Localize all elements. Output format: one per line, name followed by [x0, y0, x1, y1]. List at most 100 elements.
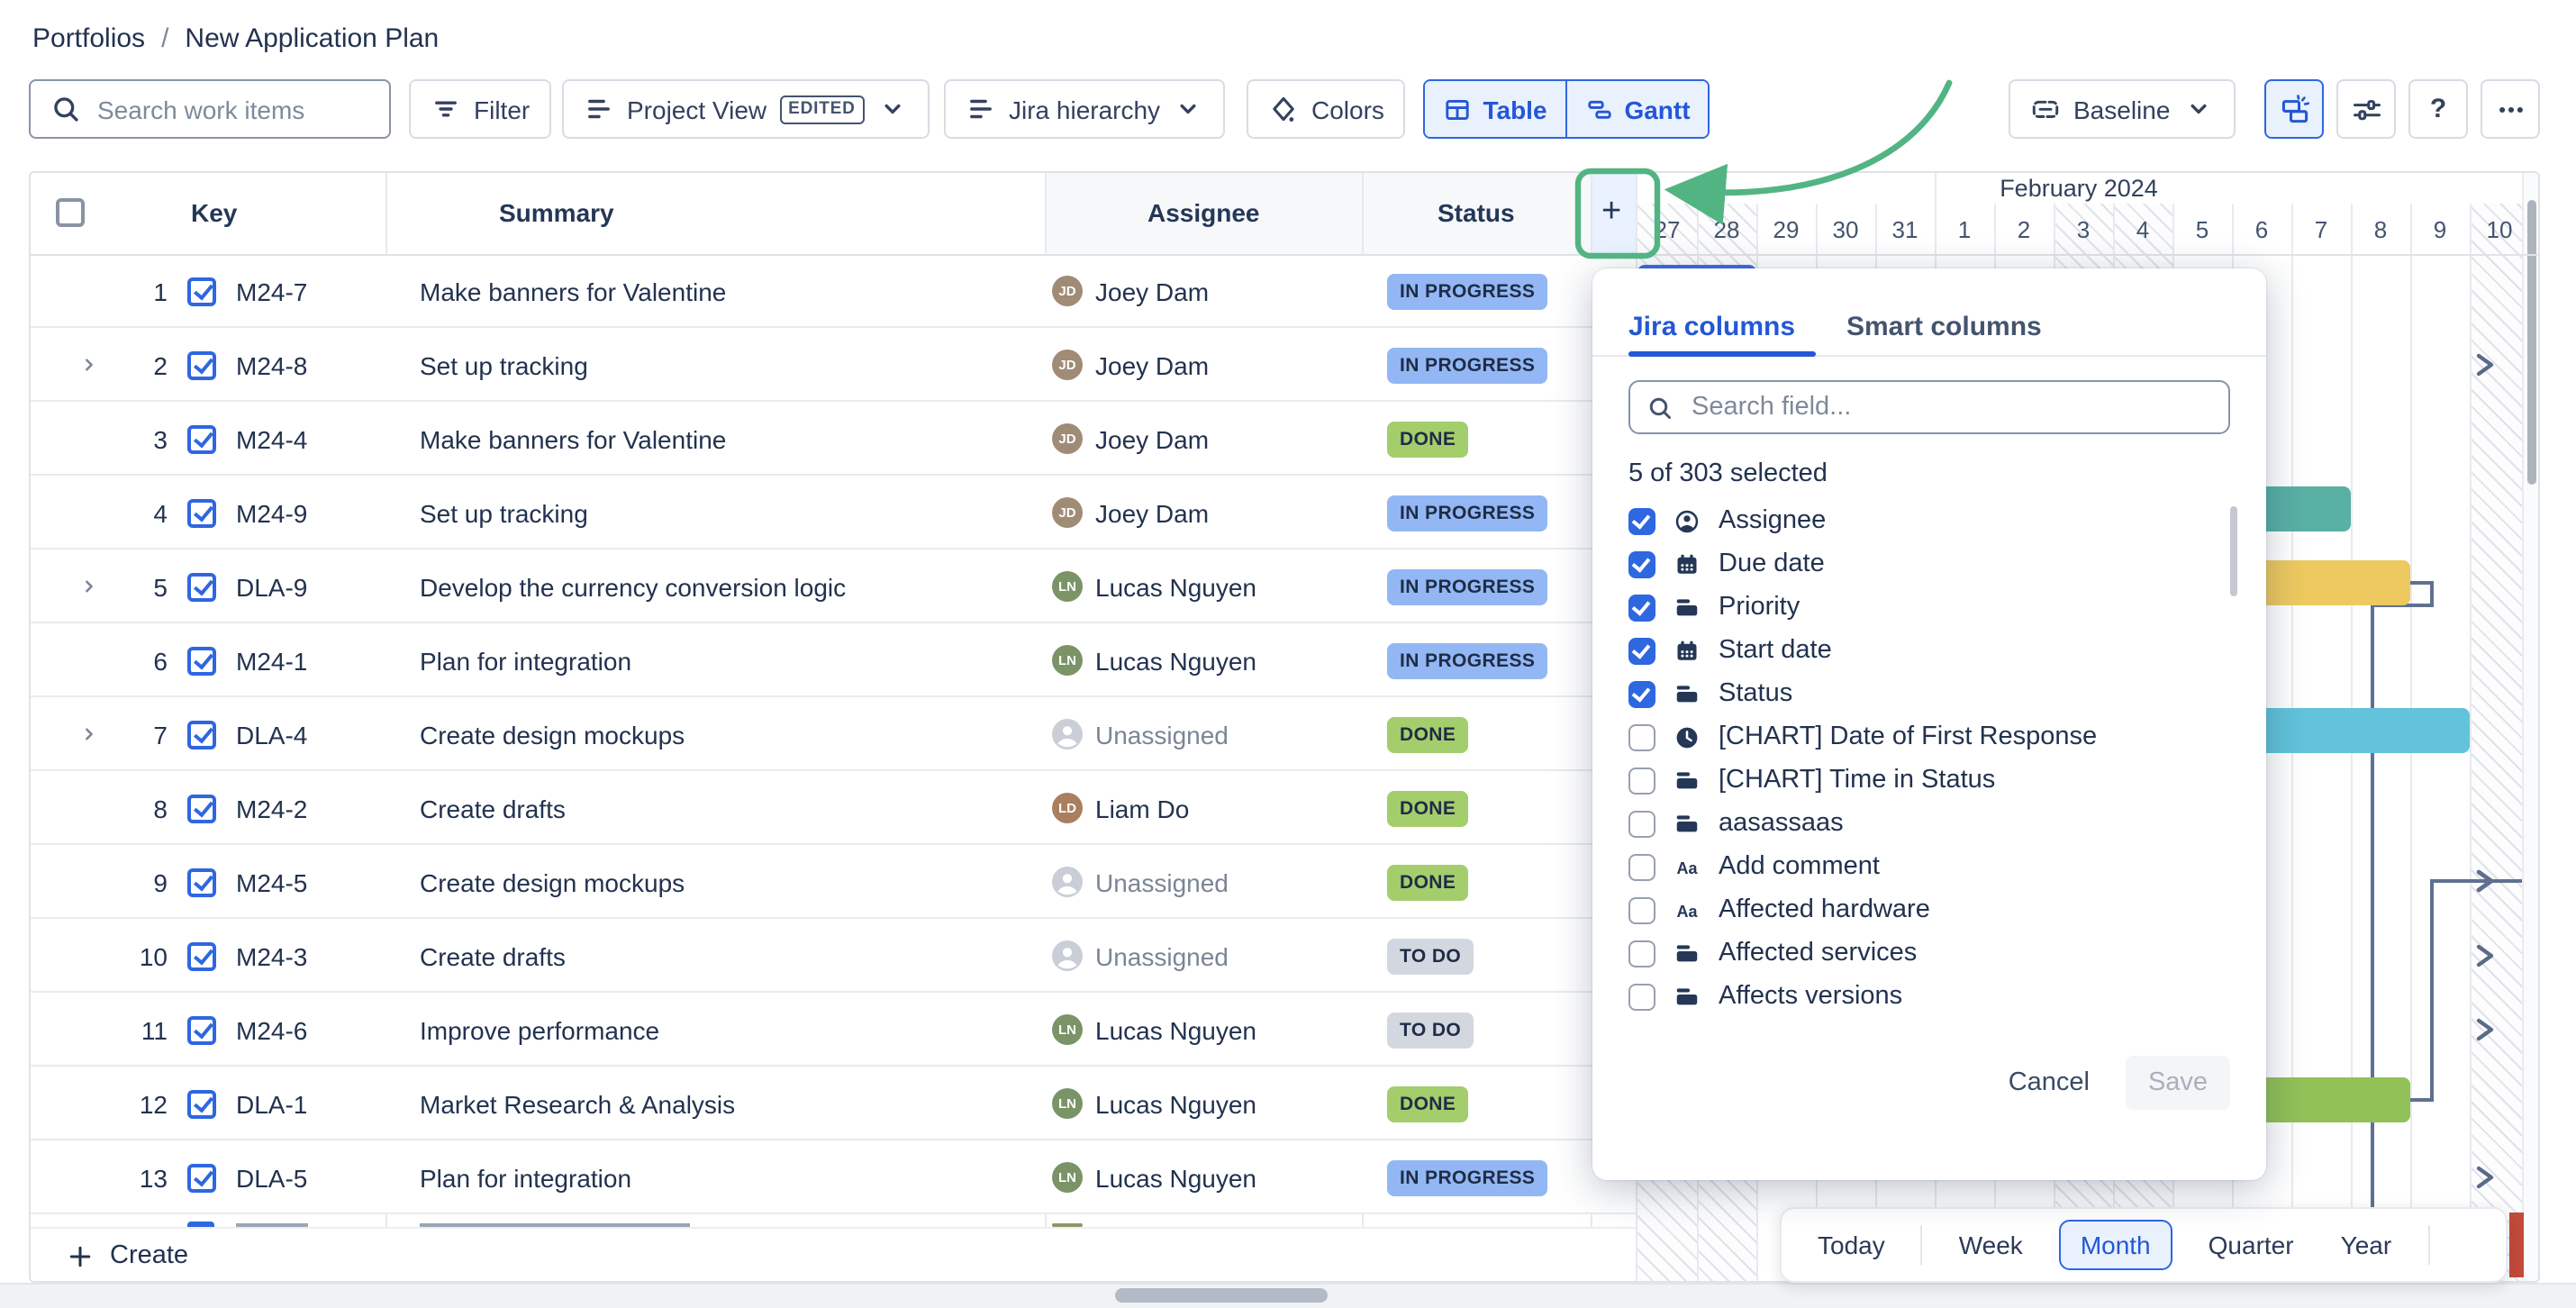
issue-key[interactable]: M24-7	[236, 277, 308, 306]
vertical-scrollbar-thumb[interactable]	[2526, 200, 2535, 485]
table-row[interactable]: 10 M24-3 Create drafts Unassigned TO DO	[31, 919, 1636, 993]
field-option[interactable]: Aa Affected hardware	[1628, 888, 2223, 931]
row-checkbox[interactable]	[187, 277, 216, 305]
zoom-today-button[interactable]: Today	[1818, 1231, 1885, 1259]
field-option[interactable]: Affects versions	[1628, 975, 2223, 1018]
table-row[interactable]: 9 M24-5 Create design mockups Unassigned DON…	[31, 845, 1636, 919]
horizontal-scrollbar-thumb[interactable]	[1115, 1288, 1328, 1303]
status-badge[interactable]: IN PROGRESS	[1387, 1160, 1548, 1196]
table-view-button[interactable]: Table	[1425, 81, 1565, 137]
field-option[interactable]: Affected services	[1628, 931, 2223, 975]
field-option[interactable]: Due date	[1628, 542, 2223, 586]
add-column-button[interactable]: +	[1601, 193, 1622, 231]
table-row[interactable]: 12 DLA-1 Market Research & Analysis LN Lucas…	[31, 1067, 1636, 1140]
dependencies-toggle-button[interactable]	[2264, 79, 2324, 139]
filter-button[interactable]: Filter	[409, 79, 552, 139]
row-checkbox[interactable]	[187, 720, 216, 749]
field-option[interactable]: Assignee	[1628, 499, 2223, 542]
zoom-quarter-button[interactable]: Quarter	[2208, 1231, 2294, 1259]
field-checkbox[interactable]	[1628, 767, 1655, 794]
table-row[interactable]: 13 DLA-5 Plan for integration LN Lucas Nguye…	[31, 1140, 1636, 1214]
row-checkbox[interactable]	[187, 498, 216, 527]
status-badge[interactable]: IN PROGRESS	[1387, 643, 1548, 679]
issue-summary[interactable]: Make banners for Valentine	[420, 425, 727, 454]
field-option[interactable]: Priority	[1628, 586, 2223, 629]
issue-key[interactable]: M24-2	[236, 795, 308, 823]
table-row[interactable]: 2 M24-8 Set up tracking JD Joey Dam IN PROGRE…	[31, 328, 1636, 402]
field-checkbox[interactable]	[1628, 810, 1655, 837]
issue-summary[interactable]: Plan for integration	[420, 1164, 632, 1193]
field-checkbox[interactable]	[1628, 637, 1655, 664]
row-checkbox[interactable]	[187, 941, 216, 970]
field-option[interactable]: Status	[1628, 672, 2223, 715]
issue-key[interactable]: M24-4	[236, 425, 308, 454]
zoom-year-button[interactable]: Year	[2340, 1231, 2392, 1259]
project-view-button[interactable]: Project View EDITED	[562, 79, 930, 139]
status-badge[interactable]: IN PROGRESS	[1387, 274, 1548, 310]
issue-key[interactable]: M24-1	[236, 647, 308, 676]
gantt-bar-offscreen-red[interactable]	[2509, 1213, 2524, 1277]
issue-summary[interactable]: Improve performance	[420, 1016, 660, 1045]
table-row[interactable]: 8 M24-2 Create drafts LD Liam Do DONE	[31, 771, 1636, 845]
field-list-scrollbar-thumb[interactable]	[2230, 506, 2237, 596]
issue-summary[interactable]: Create design mockups	[420, 721, 685, 749]
expand-chevron-icon[interactable]	[77, 722, 101, 755]
status-badge[interactable]: IN PROGRESS	[1387, 495, 1548, 531]
tab-smart-columns[interactable]: Smart columns	[1846, 312, 2042, 342]
create-row[interactable]: Create	[31, 1227, 1636, 1281]
issue-summary[interactable]: Set up tracking	[420, 351, 588, 380]
status-header-cell[interactable]	[1362, 173, 1591, 254]
row-checkbox[interactable]	[187, 1015, 216, 1044]
issue-key[interactable]: M24-8	[236, 351, 308, 380]
field-search-input[interactable]	[1688, 391, 2212, 423]
issue-summary[interactable]: Develop the currency conversion logic	[420, 573, 847, 602]
field-option[interactable]: Aa Add comment	[1628, 845, 2223, 888]
save-button[interactable]: Save	[2126, 1056, 2230, 1110]
row-checkbox[interactable]	[187, 572, 216, 601]
row-checkbox[interactable]	[187, 350, 216, 379]
search-input[interactable]	[94, 93, 371, 125]
field-checkbox[interactable]	[1628, 550, 1655, 577]
settings-button[interactable]	[2336, 79, 2396, 139]
table-row[interactable]: 11 M24-6 Improve performance LN Lucas Nguyen…	[31, 993, 1636, 1067]
cancel-button[interactable]: Cancel	[2008, 1068, 2090, 1097]
more-button[interactable]	[2481, 79, 2540, 139]
table-row[interactable]: 4 M24-9 Set up tracking JD Joey Dam IN PROGRE…	[31, 476, 1636, 550]
issue-summary[interactable]: Create drafts	[420, 795, 566, 823]
expand-chevron-icon[interactable]	[77, 575, 101, 607]
status-badge[interactable]: DONE	[1387, 422, 1469, 458]
status-badge[interactable]: TO DO	[1387, 939, 1474, 975]
gantt-view-button[interactable]: Gantt	[1565, 81, 1708, 137]
tab-jira-columns[interactable]: Jira columns	[1628, 312, 1796, 342]
status-badge[interactable]: DONE	[1387, 1086, 1469, 1122]
issue-key[interactable]: M24-3	[236, 942, 308, 971]
help-button[interactable]: ?	[2408, 79, 2468, 139]
field-option[interactable]: [CHART] Date of First Response	[1628, 715, 2223, 758]
issue-key[interactable]: DLA-4	[236, 721, 308, 749]
issue-summary[interactable]: Make banners for Valentine	[420, 277, 727, 306]
issue-summary[interactable]: Plan for integration	[420, 647, 632, 676]
field-checkbox[interactable]	[1628, 680, 1655, 707]
jira-hierarchy-button[interactable]: Jira hierarchy	[944, 79, 1226, 139]
colors-button[interactable]: Colors	[1247, 79, 1406, 139]
table-row[interactable]: 7 DLA-4 Create design mockups Unassigned DON…	[31, 697, 1636, 771]
zoom-week-button[interactable]: Week	[1958, 1231, 2023, 1259]
status-header[interactable]: Status	[1438, 198, 1515, 227]
table-row[interactable]: 1 M24-7 Make banners for Valentine JD Joey D…	[31, 254, 1636, 328]
row-checkbox[interactable]	[187, 1163, 216, 1192]
summary-header[interactable]: Summary	[499, 198, 614, 227]
field-option[interactable]: Start date	[1628, 629, 2223, 672]
breadcrumb-portfolios[interactable]: Portfolios	[32, 23, 146, 54]
baseline-button[interactable]: Baseline	[2009, 79, 2236, 139]
zoom-month-button[interactable]: Month	[2058, 1220, 2172, 1270]
row-checkbox[interactable]	[187, 646, 216, 675]
expand-chevron-icon[interactable]	[77, 353, 101, 386]
field-option[interactable]: aasassaas	[1628, 802, 2223, 845]
status-badge[interactable]: DONE	[1387, 865, 1469, 901]
status-badge[interactable]: DONE	[1387, 791, 1469, 827]
field-checkbox[interactable]	[1628, 723, 1655, 750]
search-work-items[interactable]	[29, 79, 391, 139]
row-checkbox[interactable]	[187, 794, 216, 822]
field-checkbox[interactable]	[1628, 983, 1655, 1010]
assignee-header-cell[interactable]	[1045, 173, 1362, 254]
